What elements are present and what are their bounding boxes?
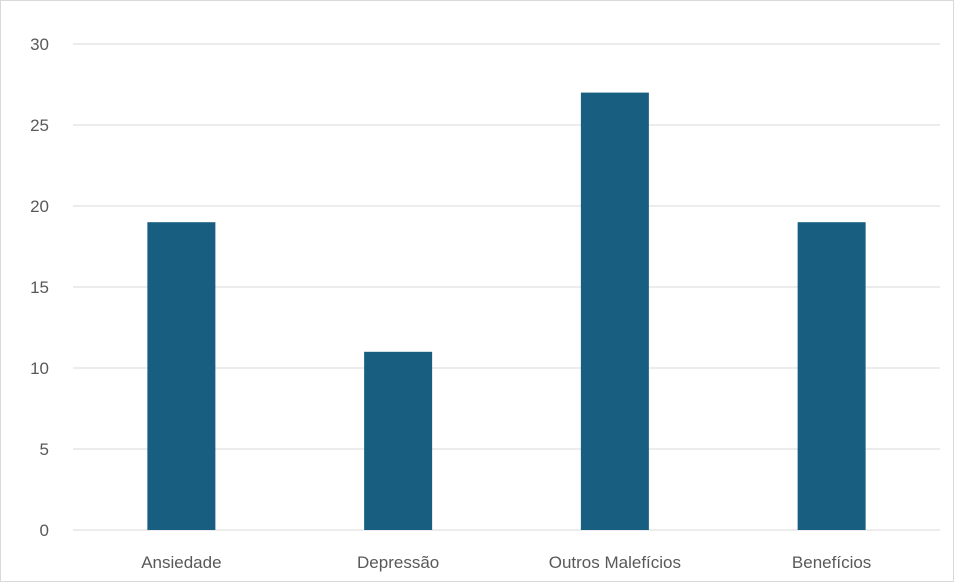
y-tick-label-30: 30 [30, 35, 49, 54]
x-tick-label-beneficios: Benefícios [792, 553, 871, 572]
y-tick-label-20: 20 [30, 197, 49, 216]
y-tick-label-25: 25 [30, 116, 49, 135]
y-tick-label-5: 5 [40, 440, 49, 459]
bar-beneficios [797, 222, 866, 530]
bars [147, 92, 866, 530]
bar-depressao [364, 351, 433, 530]
x-axis-labels: Ansiedade Depressão Outros Malefícios Benef… [141, 553, 871, 572]
y-tick-label-0: 0 [40, 521, 49, 540]
y-axis-labels: 0 5 10 15 20 25 30 [30, 35, 49, 540]
x-tick-label-depressao: Depressão [357, 553, 439, 572]
x-tick-label-outros-maleficios: Outros Malefícios [549, 553, 681, 572]
bar-outros-maleficios [580, 92, 649, 530]
y-tick-label-10: 10 [30, 359, 49, 378]
x-tick-label-ansiedade: Ansiedade [141, 553, 221, 572]
y-tick-label-15: 15 [30, 278, 49, 297]
gridlines [73, 43, 940, 531]
bar-ansiedade [147, 222, 216, 530]
